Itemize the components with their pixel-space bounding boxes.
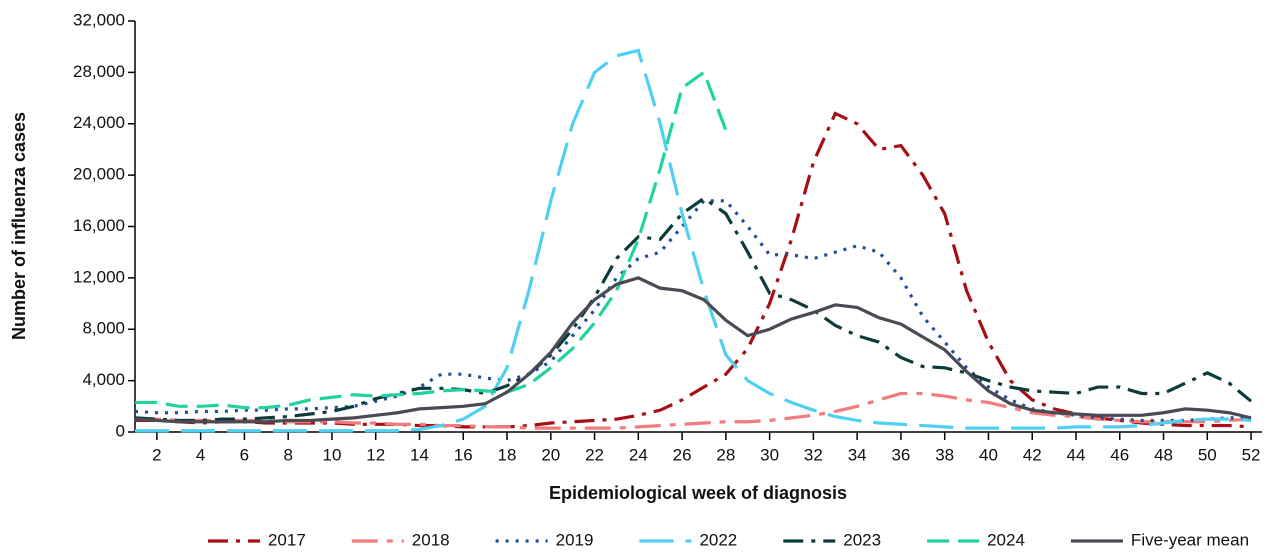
legend-label: 2022 <box>699 530 737 549</box>
series-line <box>135 48 1252 433</box>
legend-label: 2018 <box>412 530 450 549</box>
x-tick-label: 46 <box>1110 445 1129 464</box>
y-tick-label: 12,000 <box>73 267 125 286</box>
series-line <box>135 69 728 410</box>
x-tick-label: 12 <box>366 445 385 464</box>
y-tick-label: 8,000 <box>82 319 125 338</box>
x-tick-label: 24 <box>629 445 648 464</box>
x-tick-label: 52 <box>1242 445 1261 464</box>
y-tick-label: 28,000 <box>73 62 125 81</box>
x-tick-label: 18 <box>498 445 517 464</box>
legend-label: 2019 <box>556 530 594 549</box>
y-tick-label: 20,000 <box>73 165 125 184</box>
x-tick-label: 8 <box>283 445 292 464</box>
x-tick-label: 26 <box>673 445 692 464</box>
x-tick-label: 32 <box>804 445 823 464</box>
x-tick-label: 30 <box>760 445 779 464</box>
y-tick-label: 4,000 <box>82 370 125 389</box>
y-tick-label: 16,000 <box>73 216 125 235</box>
series-line <box>135 391 1252 430</box>
y-tick-label: 24,000 <box>73 113 125 132</box>
legend-label: 2024 <box>987 530 1025 549</box>
x-tick-label: 14 <box>410 445 429 464</box>
series-line <box>134 199 1252 423</box>
x-tick-label: 20 <box>541 445 560 464</box>
x-tick-label: 2 <box>152 445 161 464</box>
x-tick-label: 22 <box>585 445 604 464</box>
legend-label: Five-year mean <box>1131 530 1249 549</box>
series-line <box>134 196 1253 423</box>
x-tick-label: 44 <box>1067 445 1086 464</box>
y-tick-label: 0 <box>116 421 125 440</box>
x-tick-label: 38 <box>935 445 954 464</box>
series-line <box>134 276 1252 424</box>
legend: 2017 2018 2019 2022 2023 2024 Five-year mean <box>207 530 1249 549</box>
x-tick-label: 6 <box>240 445 249 464</box>
x-tick-label: 36 <box>891 445 910 464</box>
legend-label: 2017 <box>268 530 306 549</box>
series-line <box>135 111 1252 429</box>
x-tick-label: 34 <box>848 445 867 464</box>
x-tick-label: 16 <box>454 445 473 464</box>
x-tick-label: 42 <box>1023 445 1042 464</box>
x-tick-label: 48 <box>1154 445 1173 464</box>
legend-label: 2023 <box>843 530 881 549</box>
x-tick-label: 40 <box>979 445 998 464</box>
x-tick-label: 50 <box>1198 445 1217 464</box>
x-tick-label: 4 <box>196 445 205 464</box>
x-axis-title: Epidemiological week of diagnosis <box>549 483 847 503</box>
x-tick-label: 10 <box>322 445 341 464</box>
y-axis-title: Number of influenza cases <box>9 112 29 340</box>
y-tick-label: 32,000 <box>73 10 125 29</box>
x-tick-label: 28 <box>716 445 735 464</box>
